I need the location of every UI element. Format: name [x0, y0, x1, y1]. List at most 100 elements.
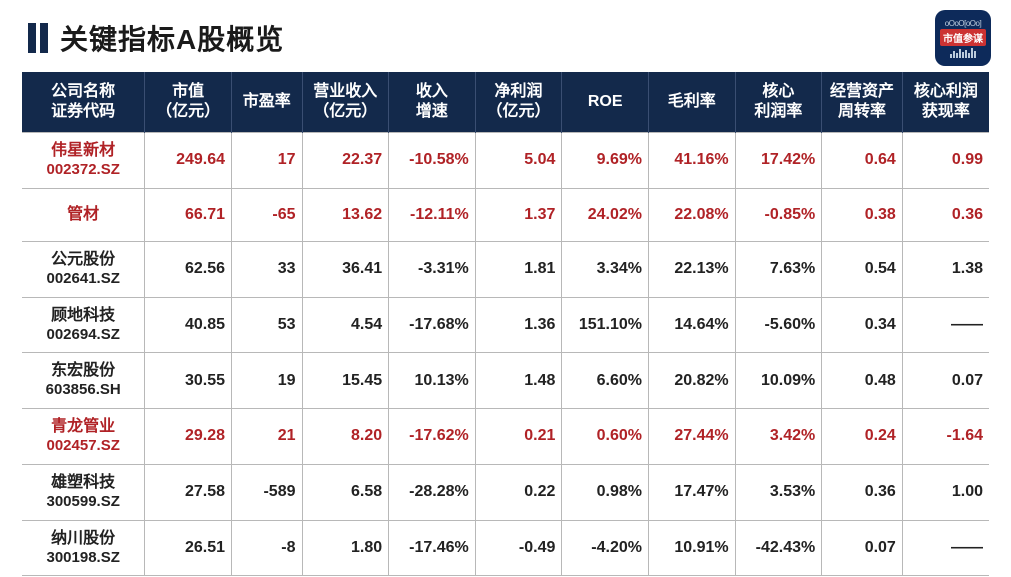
metric-cell: 40.85 [145, 297, 232, 353]
title-accent-bar-1 [28, 23, 36, 53]
metric-cell: 5.04 [475, 133, 562, 189]
company-name-cell: 雄塑科技300599.SZ [22, 464, 145, 520]
col-header-8: 核心利润率 [735, 72, 822, 133]
col-header-5: 净利润（亿元） [475, 72, 562, 133]
metric-cell: 14.64% [649, 297, 736, 353]
metric-cell: 62.56 [145, 241, 232, 297]
metric-cell: 3.42% [735, 409, 822, 465]
metric-cell: 22.37 [302, 133, 389, 189]
col-header-9: 经营资产周转率 [822, 72, 903, 133]
company-name: 纳川股份 [28, 529, 138, 549]
company-name: 公元股份 [28, 250, 138, 270]
table-header: 公司名称证券代码市值（亿元）市盈率营业收入（亿元）收入增速净利润（亿元）ROE毛… [22, 72, 989, 133]
metric-cell: -65 [232, 188, 303, 241]
metric-cell: -1.64 [902, 409, 989, 465]
company-name-cell: 纳川股份300198.SZ [22, 520, 145, 576]
metric-cell: 41.16% [649, 133, 736, 189]
company-name: 青龙管业 [28, 417, 138, 437]
company-code: 002372.SZ [28, 161, 138, 180]
metric-cell: 3.53% [735, 464, 822, 520]
table-row: 雄塑科技300599.SZ27.58-5896.58-28.28%0.220.9… [22, 464, 989, 520]
metric-cell: 1.38 [902, 241, 989, 297]
metric-cell: 0.60% [562, 409, 649, 465]
title-accent-bar-2 [40, 23, 48, 53]
metric-cell: 0.36 [822, 464, 903, 520]
metric-cell: 0.22 [475, 464, 562, 520]
metric-cell: 0.36 [902, 188, 989, 241]
table-row: 公元股份002641.SZ62.563336.41-3.31%1.813.34%… [22, 241, 989, 297]
metric-cell: 0.98% [562, 464, 649, 520]
metric-cell: 10.09% [735, 353, 822, 409]
metric-cell: -42.43% [735, 520, 822, 576]
metric-cell: 1.48 [475, 353, 562, 409]
company-name: 伟星新材 [28, 141, 138, 161]
title-bar: 关键指标A股概览 [28, 18, 284, 58]
metric-cell: -28.28% [389, 464, 476, 520]
company-code: 002457.SZ [28, 437, 138, 456]
metrics-table: 公司名称证券代码市值（亿元）市盈率营业收入（亿元）收入增速净利润（亿元）ROE毛… [22, 72, 989, 576]
metric-cell: 3.34% [562, 241, 649, 297]
metric-cell: 0.07 [822, 520, 903, 576]
company-code: 300198.SZ [28, 549, 138, 568]
metric-cell: 7.63% [735, 241, 822, 297]
metric-cell: -0.49 [475, 520, 562, 576]
metric-cell: 151.10% [562, 297, 649, 353]
metric-cell: -17.46% [389, 520, 476, 576]
metric-cell: -8 [232, 520, 303, 576]
metric-cell: -10.58% [389, 133, 476, 189]
metric-cell: 1.80 [302, 520, 389, 576]
metric-cell: 22.13% [649, 241, 736, 297]
company-name: 管材 [28, 205, 138, 225]
col-header-7: 毛利率 [649, 72, 736, 133]
company-code: 300599.SZ [28, 493, 138, 512]
company-name-cell: 东宏股份603856.SH [22, 353, 145, 409]
col-header-4: 收入增速 [389, 72, 476, 133]
col-header-2: 市盈率 [232, 72, 303, 133]
company-code: 002641.SZ [28, 270, 138, 289]
metric-cell: 33 [232, 241, 303, 297]
metric-cell: 0.38 [822, 188, 903, 241]
metric-cell: 22.08% [649, 188, 736, 241]
col-header-0: 公司名称证券代码 [22, 72, 145, 133]
metric-cell: -17.68% [389, 297, 476, 353]
metric-cell: 1.00 [902, 464, 989, 520]
metric-cell: 0.48 [822, 353, 903, 409]
company-name: 顾地科技 [28, 306, 138, 326]
metric-cell: —— [902, 297, 989, 353]
metric-cell: 0.54 [822, 241, 903, 297]
table-row: 伟星新材002372.SZ249.641722.37-10.58%5.049.6… [22, 133, 989, 189]
metric-cell: -3.31% [389, 241, 476, 297]
metric-cell: 4.54 [302, 297, 389, 353]
metric-cell: —— [902, 520, 989, 576]
table-row: 管材66.71-6513.62-12.11%1.3724.02%22.08%-0… [22, 188, 989, 241]
metric-cell: 19 [232, 353, 303, 409]
col-header-1: 市值（亿元） [145, 72, 232, 133]
table-row: 纳川股份300198.SZ26.51-81.80-17.46%-0.49-4.2… [22, 520, 989, 576]
metric-cell: 0.64 [822, 133, 903, 189]
metric-cell: -589 [232, 464, 303, 520]
col-header-6: ROE [562, 72, 649, 133]
metric-cell: 6.60% [562, 353, 649, 409]
company-code: 002694.SZ [28, 326, 138, 345]
company-name: 雄塑科技 [28, 473, 138, 493]
metric-cell: 17 [232, 133, 303, 189]
metric-cell: 9.69% [562, 133, 649, 189]
metric-cell: 66.71 [145, 188, 232, 241]
metric-cell: 29.28 [145, 409, 232, 465]
metric-cell: 17.47% [649, 464, 736, 520]
metric-cell: 36.41 [302, 241, 389, 297]
metric-cell: 30.55 [145, 353, 232, 409]
metric-cell: 24.02% [562, 188, 649, 241]
metric-cell: -17.62% [389, 409, 476, 465]
col-header-3: 营业收入（亿元） [302, 72, 389, 133]
metric-cell: 6.58 [302, 464, 389, 520]
metric-cell: 1.37 [475, 188, 562, 241]
metric-cell: -4.20% [562, 520, 649, 576]
metric-cell: 10.91% [649, 520, 736, 576]
company-name-cell: 管材 [22, 188, 145, 241]
metric-cell: 27.58 [145, 464, 232, 520]
table-body: 伟星新材002372.SZ249.641722.37-10.58%5.049.6… [22, 133, 989, 576]
metric-cell: -12.11% [389, 188, 476, 241]
table-row: 东宏股份603856.SH30.551915.4510.13%1.486.60%… [22, 353, 989, 409]
metric-cell: 15.45 [302, 353, 389, 409]
